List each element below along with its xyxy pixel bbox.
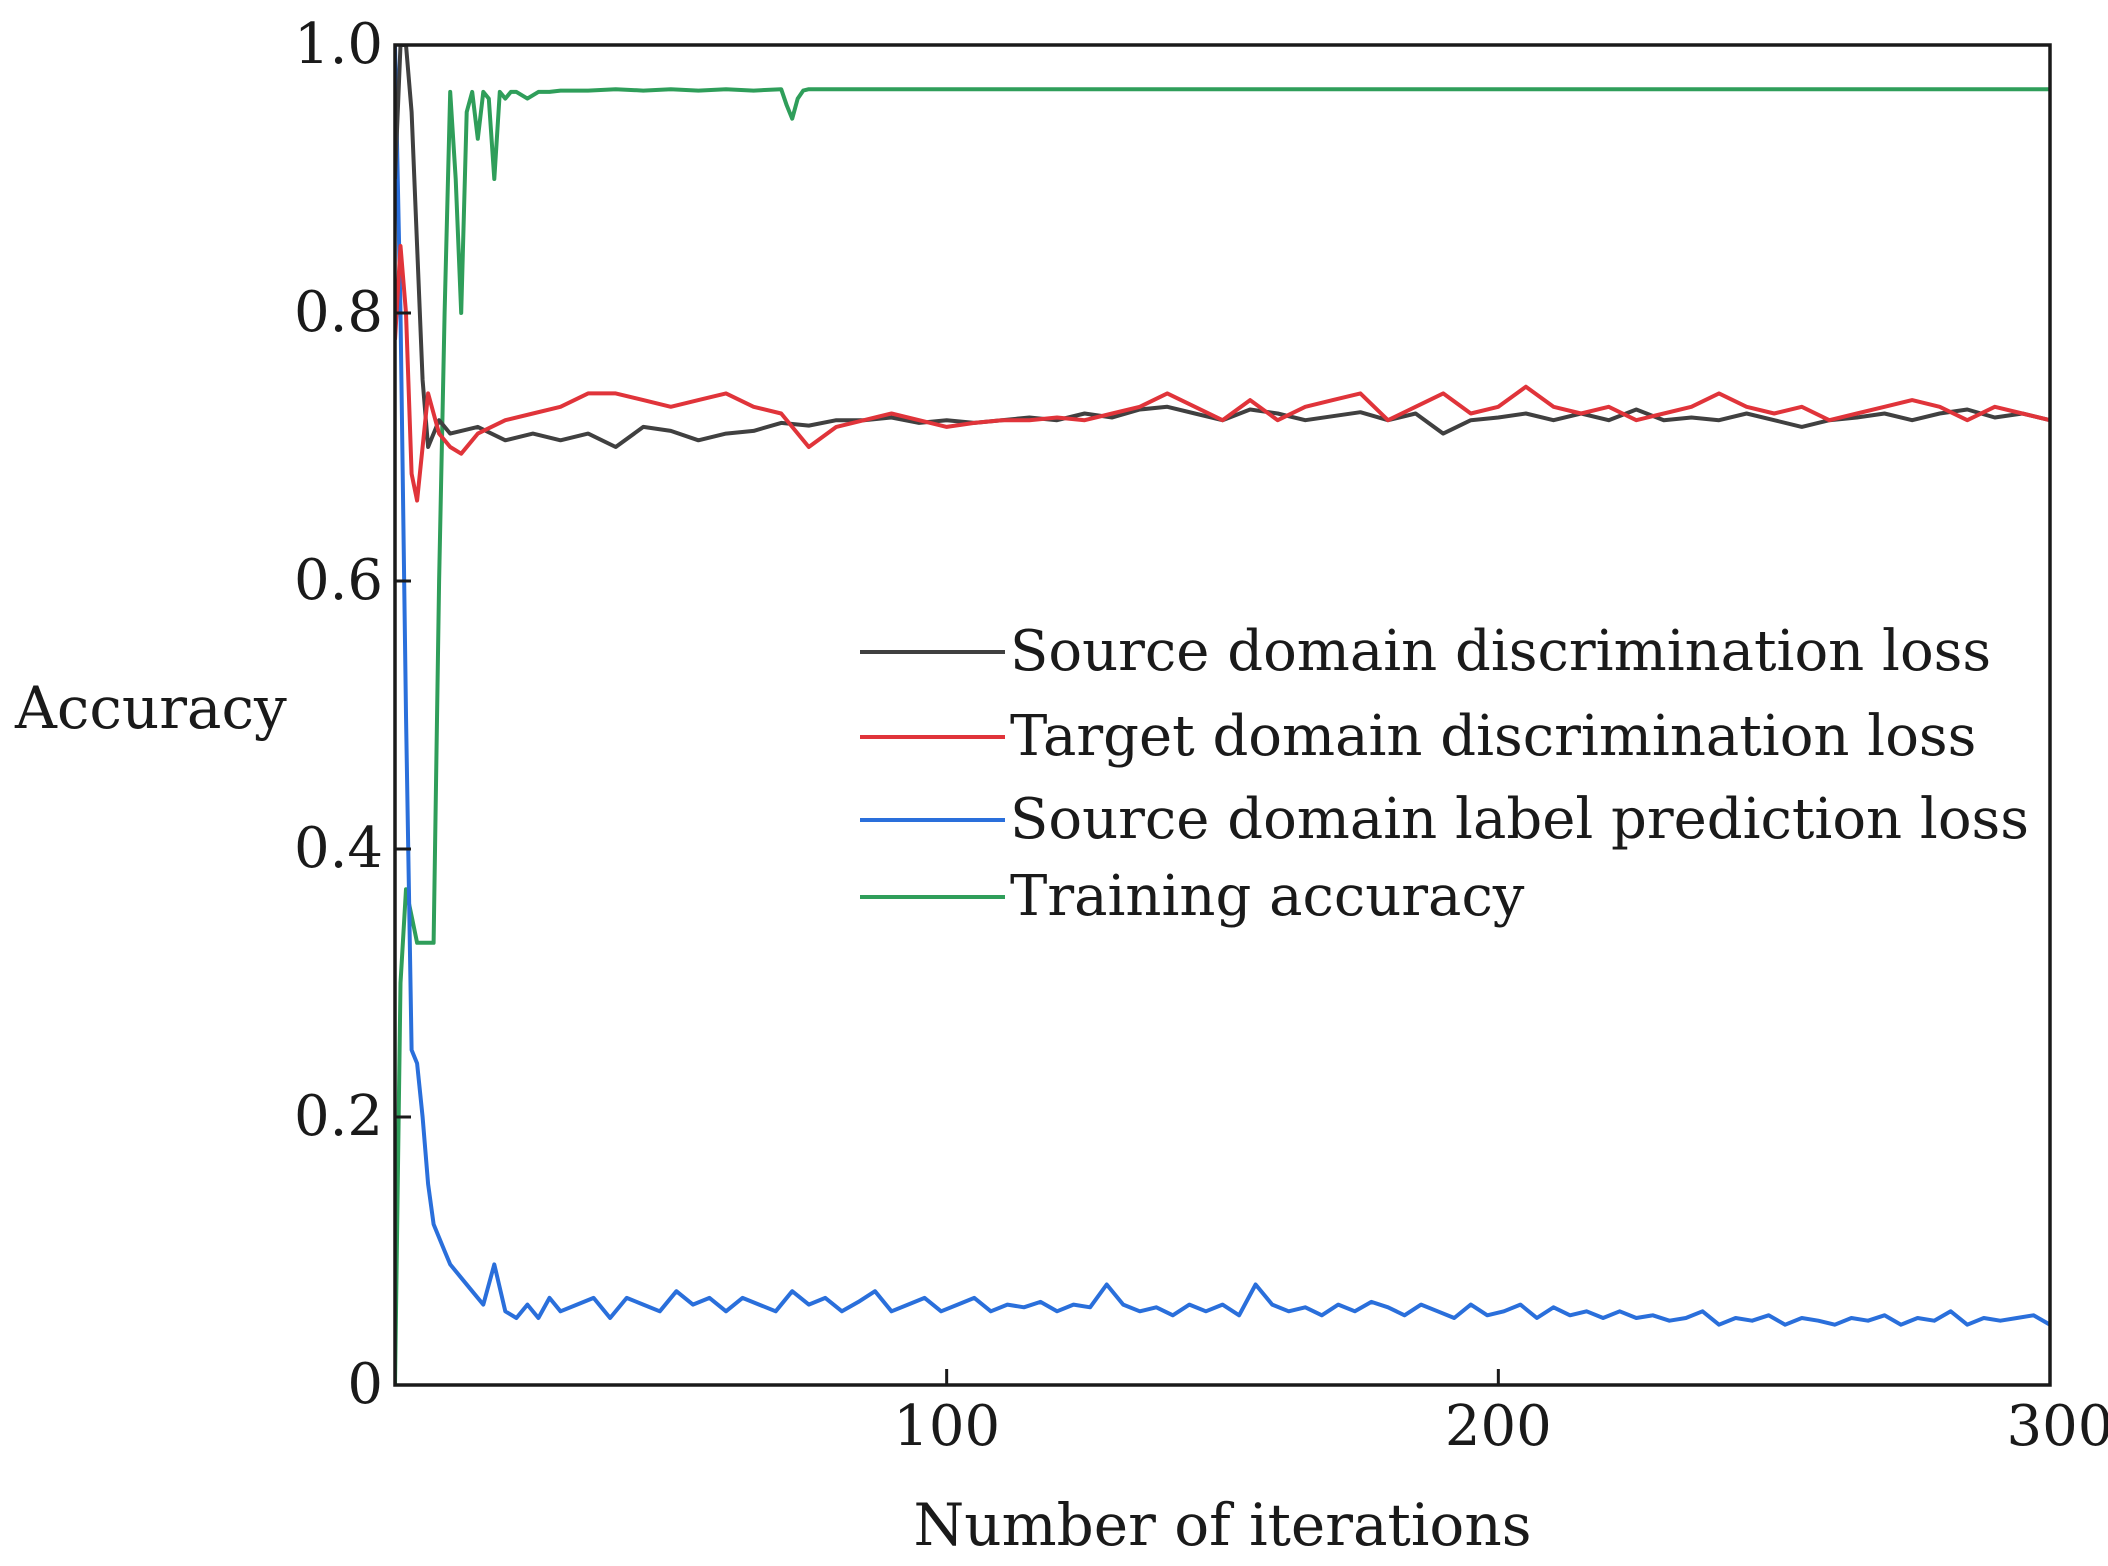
x-axis: 100 200 300: [893, 1369, 2108, 1459]
series-line-1: [395, 244, 2050, 503]
y-tick-label: 0.6: [294, 548, 383, 613]
legend-label: Source domain discrimination loss: [1010, 619, 1991, 684]
series-line-3: [395, 87, 2050, 1385]
y-tick-label: 0.2: [294, 1084, 383, 1149]
legend-label: Training accuracy: [1010, 864, 1525, 929]
y-axis-title: Accuracy: [14, 674, 287, 742]
legend: Source domain discrimination loss Target …: [860, 619, 2029, 929]
series-line-2: [395, 45, 2050, 1327]
legend-label: Target domain discrimination loss: [1010, 704, 1976, 769]
x-tick-label: 100: [893, 1394, 1000, 1459]
x-tick-label: 200: [1445, 1394, 1552, 1459]
y-tick-label: 1.0: [294, 12, 383, 77]
y-axis: 0 0.2 0.4 0.6 0.8 1.0: [294, 12, 411, 1417]
legend-label: Source domain label prediction loss: [1010, 787, 2029, 852]
plot-frame: [393, 43, 2052, 1387]
x-tick-label: 300: [2007, 1394, 2108, 1459]
series-lines: [395, 45, 2050, 1385]
x-axis-title: Number of iterations: [914, 1491, 1532, 1559]
series-line-0: [395, 45, 2050, 449]
y-tick-label: 0.8: [294, 280, 383, 345]
y-tick-label: 0: [347, 1352, 383, 1417]
y-tick-label: 0.4: [294, 816, 383, 881]
